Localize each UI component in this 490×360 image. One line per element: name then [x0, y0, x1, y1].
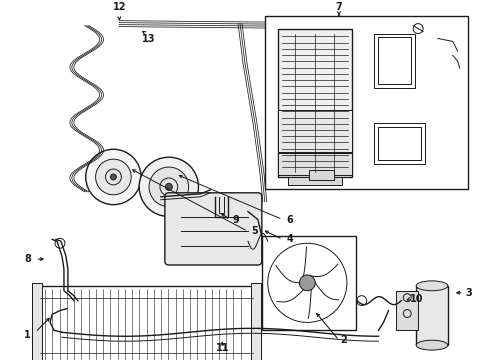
Circle shape — [96, 159, 131, 195]
Text: 4: 4 — [286, 234, 293, 244]
Bar — [262, 236, 356, 330]
Circle shape — [110, 174, 117, 180]
FancyBboxPatch shape — [165, 193, 262, 265]
Bar — [278, 153, 352, 175]
Text: 7: 7 — [336, 2, 343, 12]
Bar — [378, 37, 411, 84]
Ellipse shape — [416, 281, 448, 291]
Circle shape — [139, 157, 198, 217]
Text: 10: 10 — [410, 294, 424, 304]
Bar — [32, 283, 42, 360]
Text: 13: 13 — [142, 33, 156, 44]
Text: 3: 3 — [466, 288, 472, 298]
Bar — [40, 286, 253, 360]
Bar — [396, 291, 418, 330]
Bar — [265, 16, 467, 189]
Text: 9: 9 — [232, 215, 239, 225]
Text: 1: 1 — [24, 330, 31, 340]
Bar — [309, 170, 334, 180]
Bar — [278, 28, 352, 177]
Text: 11: 11 — [216, 343, 229, 353]
Text: 8: 8 — [24, 254, 31, 264]
Bar — [373, 33, 415, 88]
Bar — [378, 126, 421, 160]
Bar — [278, 110, 352, 152]
Bar — [251, 283, 261, 360]
Bar — [288, 177, 342, 185]
Circle shape — [165, 183, 172, 190]
Bar — [373, 122, 425, 164]
Text: 5: 5 — [251, 226, 258, 237]
Text: 2: 2 — [341, 335, 347, 345]
Text: 6: 6 — [286, 215, 293, 225]
Circle shape — [149, 167, 189, 207]
Text: 12: 12 — [113, 2, 126, 12]
Circle shape — [299, 275, 315, 291]
Circle shape — [86, 149, 141, 205]
Bar — [416, 286, 448, 345]
Ellipse shape — [416, 340, 448, 350]
